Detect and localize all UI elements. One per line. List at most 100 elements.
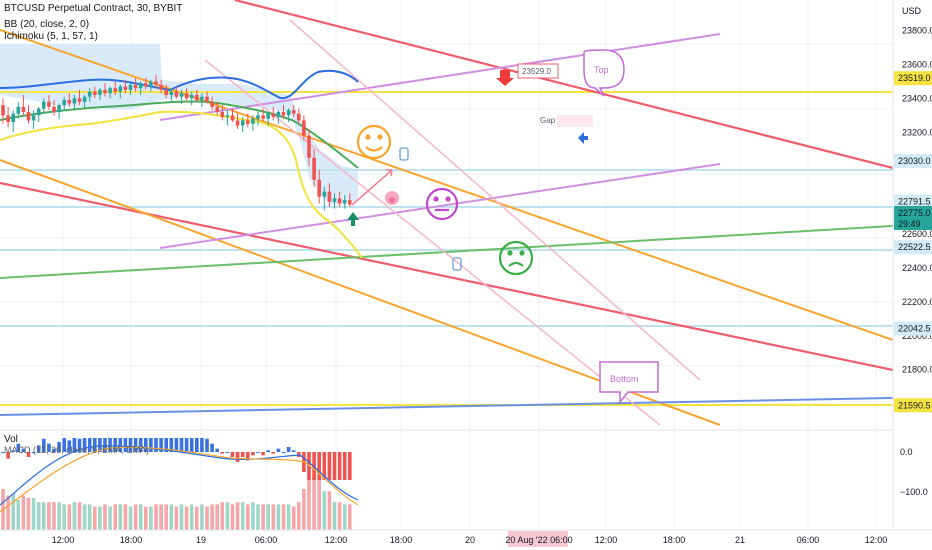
candle-44 [225,110,230,126]
macd-bar-47 [240,452,245,457]
candle-26 [133,78,138,92]
volume-bar-52 [266,504,270,530]
macd-bar-5 [26,452,31,457]
candle-0 [1,98,5,124]
candle-43 [220,105,225,121]
volume-bar-15 [77,502,82,530]
level-tag-0 [894,71,932,86]
candle-66 [337,191,342,207]
candle-62 [317,169,321,204]
level-tag-label-0: 23519.0 [898,73,931,83]
macd-bar-29 [149,438,153,452]
volume-bar-3 [16,500,21,530]
candle-17 [87,88,92,102]
candle-48 [246,113,250,128]
volume-bar-21 [108,506,112,530]
candle-21 [108,86,112,99]
macd-bar-8 [42,438,46,452]
volume-bar-63 [322,491,327,530]
down-arrow-icon [496,70,514,86]
volume-bar-25 [128,506,133,530]
bb-upper [0,69,359,100]
candle-40 [205,91,209,104]
time-tick-8: 12:00 [595,535,618,545]
volume-bar-49 [251,502,255,530]
volume-bar-61 [312,473,316,530]
macd-bar-54 [276,448,281,452]
gap-label: Gap [540,116,556,125]
macd-bar-64 [327,452,332,480]
candle-2 [11,110,15,133]
candle-31 [159,79,163,94]
candle-4 [21,94,26,116]
volume-bar-1 [6,495,10,530]
level-tag-5 [894,398,932,413]
time-tick-9: 18:00 [663,535,686,545]
candle-56 [286,108,291,123]
macd-bar-67 [342,452,347,480]
macd-bar-50 [256,452,260,453]
neutral-face-icon [425,187,459,221]
price-tick-2: 23400.0 [902,93,932,103]
volume-bar-11 [57,502,61,530]
macd-bar-57 [291,450,296,452]
macd-bar-35 [179,438,184,452]
current-price-label: 22775.0 [898,208,931,218]
annotation-bottom[interactable]: Bottom [599,361,659,405]
macd-legend: MACD (12, 26, close, 9, EMA, EMA) [4,445,150,455]
volume-bar-14 [72,502,77,530]
volume-bar-42 [215,504,219,530]
level-lines [0,91,893,406]
macd-bar-30 [154,438,158,452]
volume-bar-23 [118,504,123,530]
macd-bar-12 [62,438,66,452]
candle-27 [138,81,143,95]
candle-18 [93,86,97,99]
candle-64 [327,183,332,207]
macd-bar-10 [52,448,56,452]
macd-bar-27 [138,438,143,452]
volume-bar-65 [332,502,337,530]
macd-bar-48 [246,452,250,461]
annotation-top[interactable]: Top [583,49,625,97]
candle-28 [144,78,148,90]
macd-bar-42 [215,448,219,452]
macd-bar-20 [103,438,107,452]
macd-bar-49 [251,452,255,456]
macd-bar-17 [87,438,92,452]
volume-bar-22 [113,504,117,530]
candle-19 [98,88,102,101]
candle-39 [200,93,204,107]
macd-bar-14 [72,438,77,452]
level-tag-1 [894,154,932,169]
candles [1,74,352,211]
volume-bar-13 [67,504,72,530]
macd-bar-3 [16,443,21,452]
candle-67 [342,195,347,209]
candle-54 [276,110,281,124]
volume-bar-43 [220,502,225,530]
candle-30 [154,74,158,89]
macd-bar-39 [200,438,204,452]
bottom-label: Bottom [610,374,639,384]
time-tick-5: 18:00 [390,535,413,545]
macd-bar-7 [36,445,41,452]
left-arrow-icon [578,132,588,144]
volume-bar-58 [297,502,301,530]
macd-tick-neg: −100.0 [900,487,928,497]
candle-22 [113,81,117,95]
candle-11 [57,103,61,119]
macd-bar-22 [113,438,117,452]
volume-bar-68 [348,504,352,530]
ichimoku-cloud [0,44,358,205]
candle-51 [261,108,265,123]
macd-histogram [1,438,352,480]
candle-35 [179,89,184,104]
macd-bar-23 [118,438,123,452]
candle-50 [256,111,260,126]
volume-bar-20 [103,504,107,530]
candle-36 [184,88,189,101]
countdown-label: 29:49 [898,219,921,229]
macd-bar-33 [169,438,174,452]
